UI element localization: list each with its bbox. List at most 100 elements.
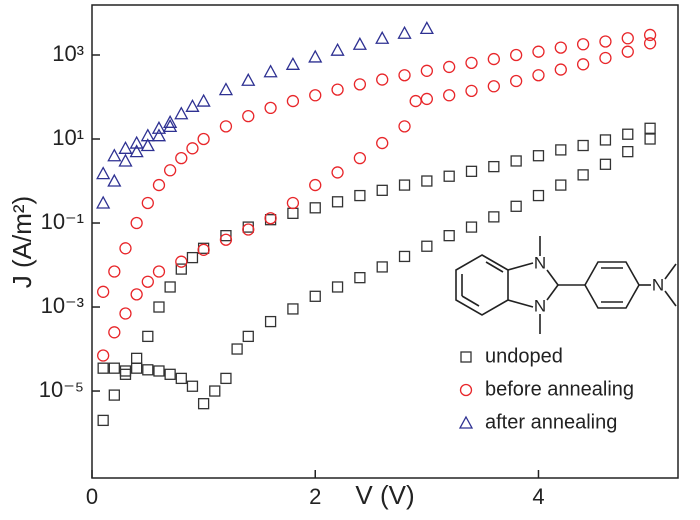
data-point	[108, 265, 121, 278]
atom-label: N	[652, 275, 664, 294]
data-point	[577, 169, 589, 181]
data-point	[421, 240, 433, 252]
data-point	[242, 330, 254, 343]
data-point	[152, 178, 166, 192]
data-point	[354, 272, 366, 284]
data-point	[643, 37, 657, 50]
data-point	[409, 94, 422, 108]
data-point	[219, 120, 233, 133]
legend-label: before annealing	[485, 378, 634, 400]
data-point	[576, 38, 590, 51]
y-tick-label: 10¹	[52, 125, 84, 150]
data-point	[242, 110, 255, 123]
data-point	[264, 315, 277, 328]
data-point	[488, 160, 500, 173]
legend-label: undoped	[485, 345, 563, 367]
data-point	[532, 45, 545, 58]
data-point	[97, 414, 109, 427]
data-point	[242, 223, 255, 236]
data-point	[443, 89, 456, 102]
data-point	[185, 98, 200, 112]
data-point	[107, 173, 122, 187]
data-point	[397, 25, 412, 39]
data-point	[622, 146, 634, 158]
data-point	[141, 196, 154, 210]
data-point	[285, 56, 301, 70]
atom-label: N	[534, 296, 546, 315]
data-point	[331, 196, 344, 208]
data-point	[510, 48, 523, 62]
data-point	[129, 135, 144, 149]
data-point	[118, 153, 133, 167]
data-point	[443, 170, 455, 182]
data-point	[309, 178, 322, 192]
data-point	[443, 230, 455, 242]
data-point	[286, 94, 300, 108]
data-point	[398, 250, 411, 263]
data-point	[163, 119, 178, 133]
data-point	[331, 166, 344, 179]
data-point	[376, 261, 388, 273]
data-point	[510, 200, 522, 212]
data-point	[353, 152, 367, 165]
legend-marker	[458, 415, 474, 429]
data-point	[151, 120, 167, 134]
atom-label: N	[534, 253, 546, 272]
data-point	[487, 52, 500, 66]
legend-marker	[460, 351, 472, 363]
molecule: N N N	[455, 236, 677, 334]
data-point	[130, 288, 143, 301]
data-point	[554, 41, 567, 54]
data-point	[175, 372, 187, 385]
data-point	[97, 362, 109, 374]
data-point	[119, 242, 132, 255]
data-point	[220, 372, 232, 385]
data-point	[354, 189, 366, 202]
data-point	[163, 164, 177, 177]
data-point	[352, 36, 367, 50]
x-tick-label: 0	[86, 484, 98, 509]
y-tick-label: 10⁻⁵	[39, 377, 84, 402]
data-point	[264, 212, 277, 225]
data-point	[141, 275, 154, 288]
data-point	[330, 42, 345, 56]
data-point	[599, 158, 612, 170]
data-point	[643, 28, 657, 42]
data-point	[621, 32, 634, 45]
data-point	[599, 51, 612, 65]
data-point	[152, 265, 166, 278]
data-point	[576, 58, 590, 71]
data-point	[130, 362, 143, 374]
y-tick-label: 10³	[52, 41, 84, 66]
data-point	[599, 134, 612, 146]
data-point	[308, 49, 323, 63]
data-point	[174, 106, 189, 120]
data-point	[164, 281, 176, 293]
data-point	[309, 89, 322, 102]
data-point	[532, 150, 545, 162]
data-point	[465, 56, 478, 70]
data-point	[644, 133, 656, 145]
data-point	[286, 196, 300, 210]
data-point	[376, 184, 388, 196]
data-point	[443, 60, 456, 74]
data-point	[219, 233, 233, 246]
data-point	[231, 343, 243, 355]
data-point	[376, 136, 389, 150]
data-point	[532, 69, 545, 82]
data-point	[376, 73, 389, 86]
x-tick-label: 2	[309, 484, 321, 509]
data-point	[287, 303, 299, 315]
data-point	[398, 69, 411, 82]
data-point	[241, 72, 256, 86]
data-point	[97, 285, 110, 298]
data-point	[129, 144, 144, 158]
data-point	[488, 211, 500, 223]
data-point	[142, 364, 154, 376]
data-point	[130, 352, 143, 364]
data-point	[107, 148, 122, 162]
y-tick-label: 10⁻³	[41, 293, 84, 318]
data-point	[532, 189, 545, 202]
data-point	[197, 132, 210, 146]
data-point	[218, 82, 234, 96]
